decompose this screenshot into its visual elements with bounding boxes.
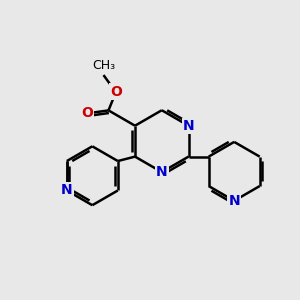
Text: N: N (61, 184, 73, 197)
Text: CH₃: CH₃ (92, 58, 115, 71)
Text: N: N (183, 119, 194, 133)
Text: N: N (156, 165, 168, 179)
Text: O: O (110, 85, 122, 99)
Text: O: O (81, 106, 93, 120)
Text: N: N (228, 194, 240, 208)
